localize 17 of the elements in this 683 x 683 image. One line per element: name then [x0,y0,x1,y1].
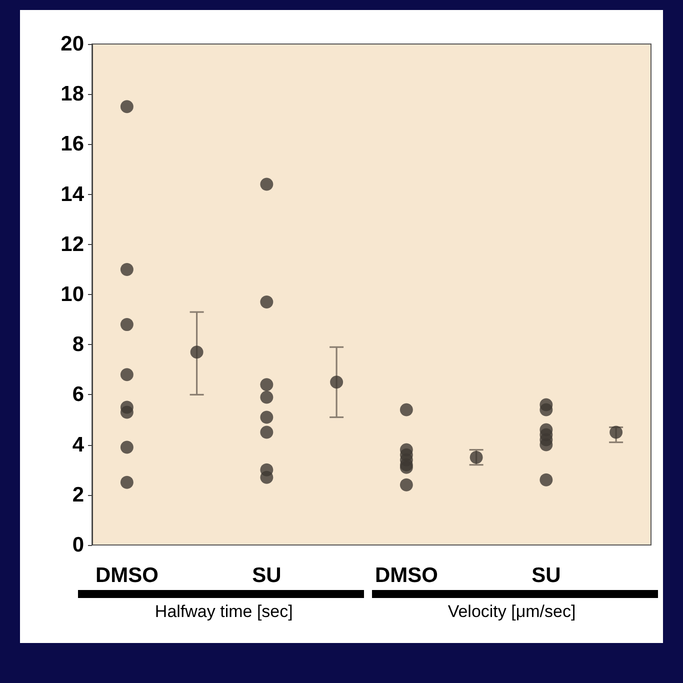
y-tick-label: 16 [60,132,84,156]
x-tick-label: SU [532,564,561,587]
y-tick-label: 20 [60,32,84,56]
y-tick-label: 18 [60,82,84,106]
y-tick-label: 10 [60,283,84,306]
x-tick-label: DMSO [95,564,158,587]
text: Halfway time [sec] [154,602,293,621]
y-tick-label: 14 [60,182,84,206]
y-tick-label: 0 [72,534,84,556]
y-tick-label: 4 [72,433,84,456]
y-tick-label: 12 [60,232,84,256]
text: Velocity [μm/sec] [448,602,576,621]
y-tick-label: 2 [72,483,84,506]
x-tick-label: DMSO [374,564,438,587]
y-tick-label: 6 [72,383,84,406]
x-tick-label: SU [252,564,282,587]
y-tick-label: 8 [72,333,84,356]
